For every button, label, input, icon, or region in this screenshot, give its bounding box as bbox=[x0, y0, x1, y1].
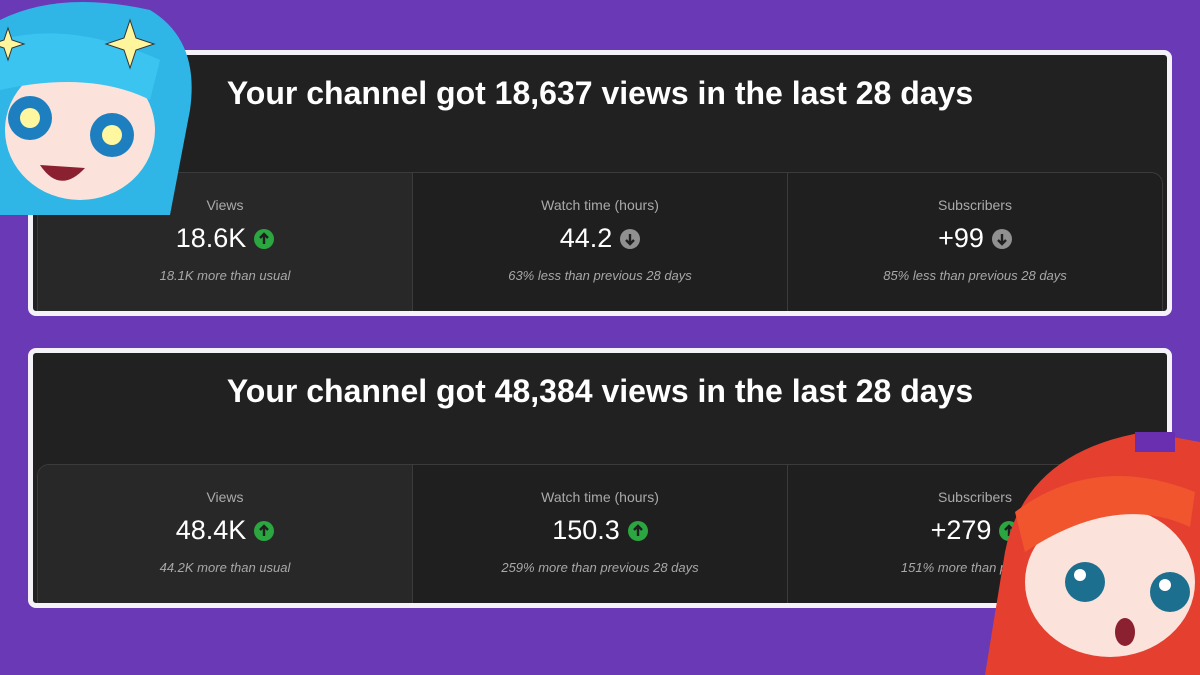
metric-card: Watch time (hours) 150.3 259% more than pr… bbox=[412, 465, 787, 603]
metric-value: 44.2 bbox=[559, 223, 613, 253]
metric-note: 63% less than previous 28 days bbox=[508, 268, 692, 283]
panel-title: Your channel got 48,384 views in the las… bbox=[226, 373, 974, 409]
metric-value: 18.6K bbox=[175, 223, 247, 253]
metric-label: Subscribers bbox=[938, 197, 1012, 213]
analytics-panel: Your channel got 18,637 views in the las… bbox=[28, 50, 1172, 316]
metric-label: Watch time (hours) bbox=[541, 489, 659, 505]
metrics-row: Views 18.6K 18.1K more than usual Watch tim… bbox=[37, 172, 1163, 311]
trend-icon bbox=[627, 520, 648, 541]
analytics-panel: Your channel got 48,384 views in the las… bbox=[28, 348, 1172, 608]
metric-label: Watch time (hours) bbox=[541, 197, 659, 213]
metric-value: +99 bbox=[938, 223, 984, 253]
metric-card: Watch time (hours) 44.2 63% less than prev… bbox=[412, 173, 787, 311]
metric-note: 18.1K more than usual bbox=[159, 268, 291, 283]
metric-label: Subscribers bbox=[938, 489, 1012, 505]
metric-value: 150.3 bbox=[552, 515, 620, 545]
metric-value-row: 150.3 bbox=[413, 515, 787, 546]
metric-note: 85% less than previous 28 days bbox=[883, 268, 1067, 283]
metric-card: Subscribers +99 85% less than previous 28 … bbox=[787, 173, 1162, 311]
metric-value-row: 18.6K bbox=[38, 223, 412, 254]
character-left bbox=[0, 2, 192, 215]
trend-icon bbox=[620, 228, 641, 249]
metric-card: Views 48.4K 44.2K more than usual bbox=[38, 465, 412, 603]
metric-value-row: 44.2 bbox=[413, 223, 787, 254]
metric-value-row: +99 bbox=[788, 223, 1162, 254]
metrics-row: Views 48.4K 44.2K more than usual Watch tim… bbox=[37, 464, 1163, 603]
metric-value-row: 48.4K bbox=[38, 515, 412, 546]
metric-note: 259% more than previous 28 days bbox=[501, 560, 699, 575]
metric-label: Views bbox=[206, 197, 244, 213]
metric-label: Views bbox=[206, 489, 244, 505]
character-right bbox=[985, 432, 1200, 675]
metric-value: 48.4K bbox=[175, 515, 247, 545]
panel-title: Your channel got 18,637 views in the las… bbox=[226, 75, 974, 111]
metric-value: +279 bbox=[930, 515, 992, 545]
trend-icon bbox=[254, 520, 275, 541]
metric-note: 44.2K more than usual bbox=[159, 560, 291, 575]
trend-icon bbox=[254, 228, 275, 249]
trend-icon bbox=[991, 228, 1012, 249]
